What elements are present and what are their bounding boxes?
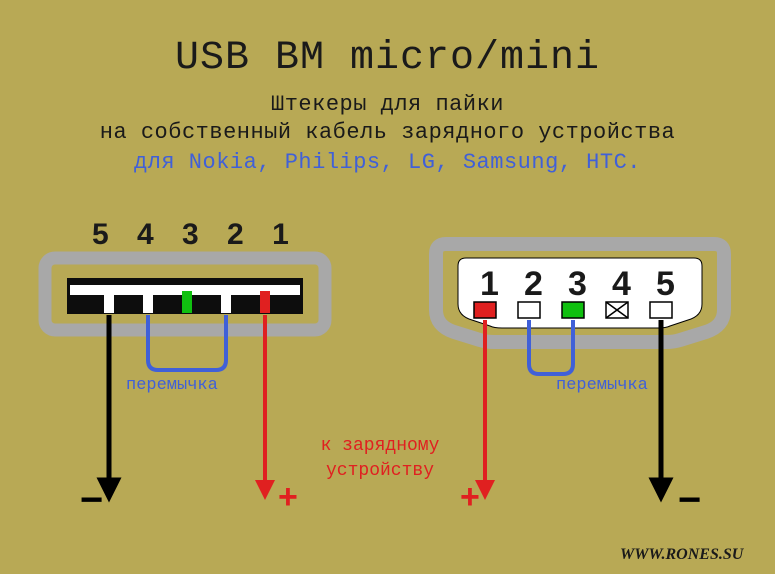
svg-text:4: 4: [612, 265, 631, 303]
diagram-canvas: 12345 USB BM micro/mini Штекеры для пайк…: [0, 0, 775, 574]
subtitle-line-1: Штекеры для пайки: [0, 92, 775, 117]
svg-text:1: 1: [480, 265, 499, 303]
watermark: WWW.RONES.SU: [620, 546, 743, 564]
micro-pin-numbers: 5 4 3 2 1: [92, 218, 299, 252]
charger-line-1: к зарядному: [321, 436, 440, 456]
charger-line-2: устройству: [326, 461, 434, 481]
svg-text:3: 3: [568, 265, 587, 303]
mini-minus-sign: −: [678, 478, 701, 523]
jumper-label-mini: перемычка: [556, 376, 648, 395]
mini-plus-sign: +: [460, 478, 480, 517]
diagram-title: USB BM micro/mini: [0, 36, 775, 81]
micro-plus-sign: +: [278, 478, 298, 517]
diagram-svg: 12345: [0, 0, 775, 574]
brands-line: для Nokia, Philips, LG, Samsung, HTC.: [0, 150, 775, 175]
micro-minus-sign: −: [80, 478, 103, 523]
subtitle-line-2: на собственный кабель зарядного устройст…: [0, 120, 775, 145]
svg-text:2: 2: [524, 265, 543, 303]
jumper-label-micro: перемычка: [126, 376, 218, 395]
charger-label: к зарядному устройству: [310, 434, 450, 484]
svg-text:5: 5: [656, 265, 675, 303]
